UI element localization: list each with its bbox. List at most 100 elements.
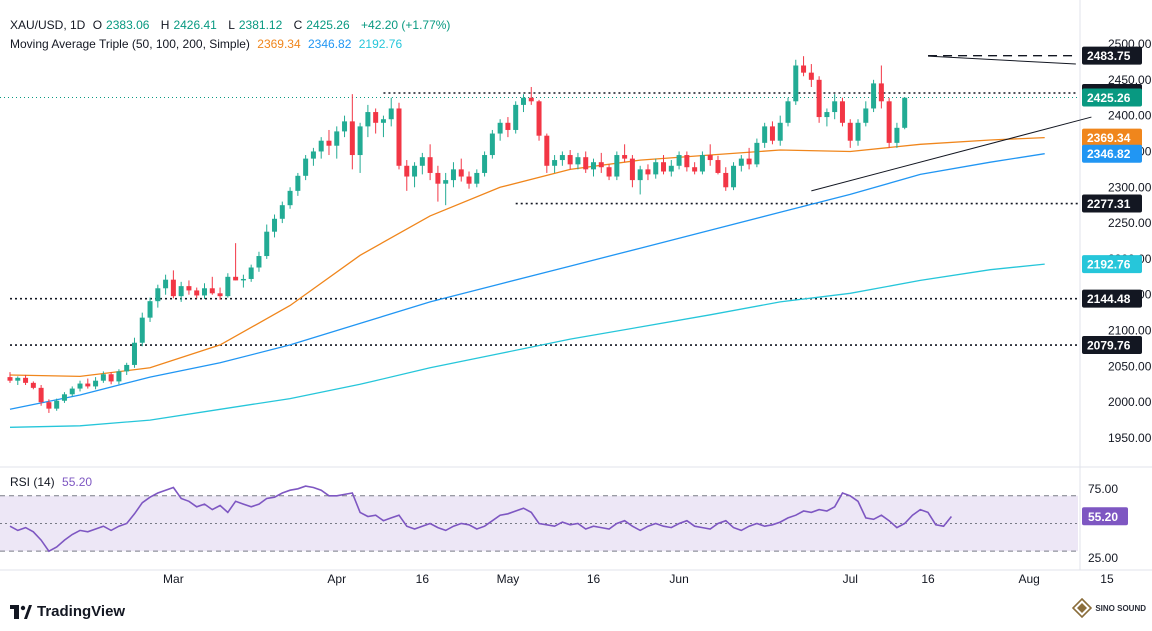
last-price-label-text: 2425.26 [1087, 91, 1131, 105]
level-price-label-box [1082, 336, 1142, 355]
candle-body [520, 97, 526, 105]
candle [552, 155, 558, 173]
candle [715, 155, 721, 175]
candle [443, 172, 449, 206]
candle-body [419, 157, 425, 166]
candle [559, 151, 565, 166]
candle-body [217, 293, 223, 297]
candle-body [15, 377, 21, 381]
candle-body [264, 231, 270, 257]
candle [202, 283, 207, 300]
candle [310, 147, 316, 166]
brand-label: TradingView [37, 603, 126, 620]
candle-body [240, 278, 246, 281]
candle-body [692, 167, 698, 172]
candle-body [653, 162, 659, 175]
candle [785, 97, 791, 127]
candle [85, 378, 91, 389]
ohlc-open: O 2383.06 [92, 18, 150, 32]
candle-body [248, 267, 254, 279]
candle [272, 214, 278, 238]
candle-body [233, 276, 239, 281]
candle-body [318, 140, 324, 152]
trendlines [811, 55, 1092, 192]
candle-body [676, 155, 682, 166]
candle-body [303, 158, 309, 176]
candle-body [54, 400, 60, 409]
candle [902, 97, 908, 130]
candle-body [334, 131, 340, 146]
ohlc-low: L 2381.12 [228, 18, 283, 32]
x-tick-label: 16 [921, 572, 935, 586]
change-value: +42.20 (+1.77%) [361, 18, 451, 32]
candle [668, 160, 674, 177]
candle-body [489, 133, 495, 156]
candle [801, 56, 807, 77]
candle [38, 384, 44, 406]
candle-body [23, 377, 29, 383]
candle [30, 381, 36, 390]
candle-body [731, 165, 737, 188]
candle [754, 138, 760, 168]
rsi-last-label: 55.20 [1082, 507, 1128, 526]
candle [847, 119, 853, 148]
candle [264, 224, 270, 259]
tradingview-brand[interactable]: TradingView [10, 603, 125, 620]
trendline [811, 116, 1092, 192]
candle [824, 108, 830, 127]
candle [567, 150, 573, 170]
candle [77, 380, 83, 392]
ma-price-label-text: 2192.76 [1087, 258, 1131, 272]
candle-body [559, 155, 565, 161]
candle-body [131, 342, 137, 365]
candle-body [380, 119, 386, 123]
candle-body [69, 388, 75, 395]
level-price-label-box [1082, 289, 1142, 308]
candle [279, 201, 285, 224]
ma-price-label-box [1082, 255, 1142, 274]
candle [54, 398, 60, 411]
ma50-value: 2369.34 [257, 37, 301, 51]
candle-body [450, 169, 456, 181]
candle [388, 97, 394, 127]
candle-body [342, 121, 348, 132]
candle-body [139, 317, 145, 343]
x-tick-label: May [497, 572, 520, 586]
price-grid [0, 0, 1152, 571]
candle-body [863, 108, 869, 123]
tradingview-logo-icon [10, 604, 32, 619]
candle [295, 172, 301, 196]
candle [738, 155, 744, 172]
candle [131, 337, 137, 368]
rsi-label[interactable]: RSI (14) [10, 475, 55, 489]
candle [69, 386, 75, 397]
candle [15, 376, 21, 385]
candle-body [77, 383, 83, 389]
candle [373, 108, 379, 134]
ma-line-sma-200 [9, 263, 1045, 428]
candle-body [544, 135, 550, 166]
level-price-label-text: 2483.75 [1087, 49, 1131, 63]
candle-body [513, 104, 519, 130]
candle [186, 280, 192, 295]
ohlc-close: C 2425.26 [293, 18, 350, 32]
y-tick-label: 2300.00 [1108, 180, 1152, 194]
candle-body [310, 151, 316, 159]
ma-label[interactable]: Moving Average Triple (50, 100, 200, Sim… [10, 37, 250, 51]
candle [124, 362, 130, 375]
ma100-value: 2346.82 [308, 37, 352, 51]
candle [404, 160, 410, 191]
candle [886, 97, 892, 148]
candle-body [871, 83, 877, 109]
candle [466, 171, 472, 189]
level-price-label: 2277.31 [1082, 194, 1142, 213]
candle-body [606, 167, 612, 177]
candle [155, 284, 161, 308]
candle [116, 369, 122, 385]
candle-body [777, 122, 783, 141]
candle-body [85, 383, 91, 387]
candle [583, 151, 589, 173]
symbol-label[interactable]: XAU/USD, 1D [10, 18, 86, 32]
candle-body [147, 301, 153, 318]
